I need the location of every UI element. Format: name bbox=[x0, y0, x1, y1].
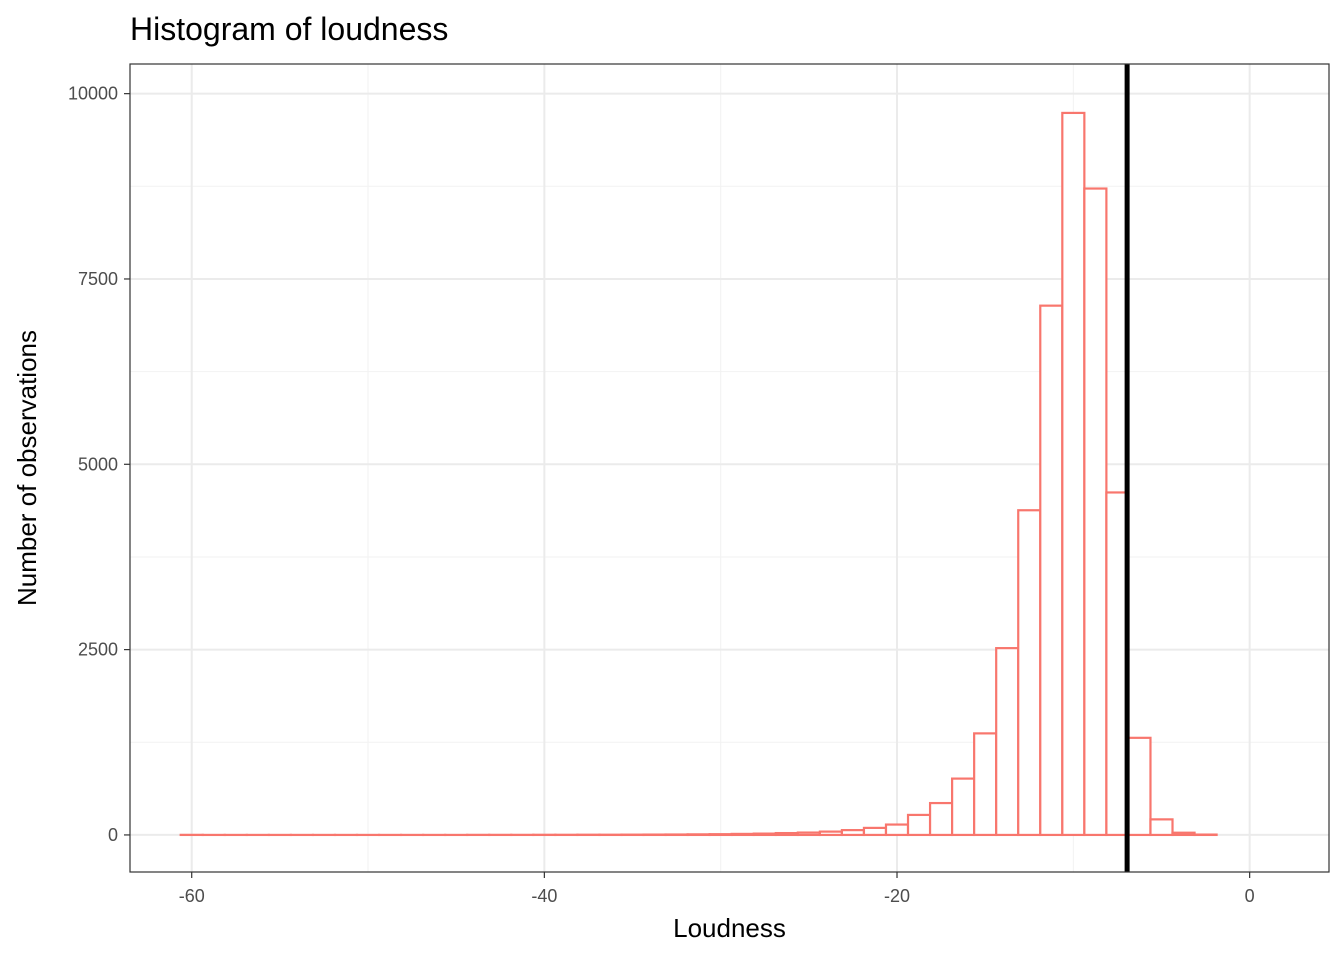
histogram-bar bbox=[1017, 509, 1042, 837]
x-axis-title: Loudness bbox=[673, 913, 786, 943]
histogram-bar bbox=[752, 832, 777, 837]
histogram-bar bbox=[840, 829, 866, 837]
histogram-bar bbox=[1061, 111, 1086, 837]
histogram-bar bbox=[951, 777, 976, 837]
histogram-bar bbox=[1171, 831, 1196, 837]
histogram-bar bbox=[1149, 818, 1174, 837]
y-tick-label: 7500 bbox=[78, 269, 118, 289]
plot-panel-border bbox=[129, 63, 1330, 873]
histogram-bar bbox=[730, 832, 755, 837]
y-axis-title: Number of observations bbox=[12, 330, 42, 606]
histogram-bar bbox=[1083, 187, 1108, 837]
y-tick-label: 0 bbox=[108, 825, 118, 845]
histogram-bar bbox=[774, 831, 799, 837]
histogram-bar bbox=[686, 833, 711, 837]
histogram-bar bbox=[1127, 736, 1152, 837]
y-tick-label: 10000 bbox=[68, 84, 118, 104]
histogram-bar bbox=[928, 801, 954, 837]
histogram-bars bbox=[179, 111, 1218, 837]
histogram-bar bbox=[796, 831, 821, 837]
histogram-bar bbox=[906, 813, 932, 837]
y-tick-label: 5000 bbox=[78, 454, 118, 474]
histogram-bar bbox=[995, 647, 1020, 837]
chart-title: Histogram of loudness bbox=[130, 11, 448, 47]
x-tick-label: -20 bbox=[884, 886, 910, 906]
histogram-bar bbox=[708, 833, 733, 837]
y-axis-ticks: 0 2500 5000 7500 10000 bbox=[68, 84, 130, 845]
histogram-bar bbox=[862, 826, 888, 837]
histogram-bar bbox=[884, 823, 910, 837]
x-tick-label: 0 bbox=[1245, 886, 1255, 906]
x-tick-label: -60 bbox=[179, 886, 205, 906]
histogram-bar bbox=[818, 830, 844, 837]
x-tick-label: -40 bbox=[531, 886, 557, 906]
histogram-bar bbox=[1039, 304, 1064, 837]
x-axis-ticks: -60 -40 -20 0 bbox=[179, 872, 1255, 906]
y-tick-label: 2500 bbox=[78, 640, 118, 660]
histogram-bar bbox=[973, 732, 998, 837]
